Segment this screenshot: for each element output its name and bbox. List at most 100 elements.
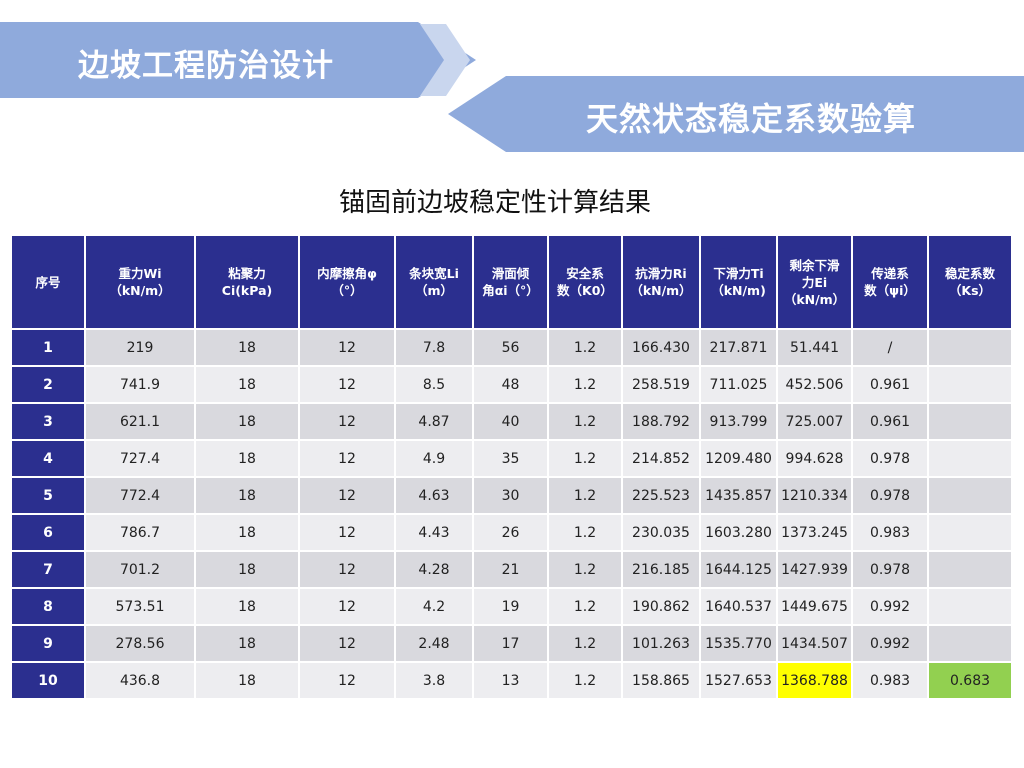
table-cell: 725.007 xyxy=(778,404,853,441)
column-header-line: 传递系 xyxy=(871,266,909,281)
table-cell: 573.51 xyxy=(86,589,196,626)
table-cell: 1.2 xyxy=(549,552,623,589)
table-row: 7 701.2 18 12 4.28 21 1.2 216.185 1644.125 1427.9… xyxy=(12,552,1013,589)
table-cell: 0.983 xyxy=(853,663,929,700)
table-cell: 18 xyxy=(196,626,300,663)
table-cell: 190.862 xyxy=(623,589,701,626)
table-cell xyxy=(929,589,1013,626)
table-cell xyxy=(929,552,1013,589)
table-cell: 12 xyxy=(300,441,396,478)
column-header-line: 粘聚力 xyxy=(228,266,266,281)
column-header-line: 序号 xyxy=(35,274,61,290)
table-row: 1 219 18 12 7.8 56 1.2 166.430 217.871 51.441/ xyxy=(12,330,1013,367)
table-cell: 0.961 xyxy=(853,404,929,441)
table-cell: 217.871 xyxy=(701,330,778,367)
table-cell: 12 xyxy=(300,330,396,367)
table-cell: 0.978 xyxy=(853,552,929,589)
table-cell: 18 xyxy=(196,589,300,626)
table-cell: 56 xyxy=(474,330,549,367)
table-cell: 158.865 xyxy=(623,663,701,700)
column-header-line: 角αi（°） xyxy=(482,283,539,298)
banner-chevron-accent xyxy=(420,24,470,96)
column-header-line: （kN/m) xyxy=(711,283,766,298)
table-cell xyxy=(929,478,1013,515)
column-header-line: 安全系 xyxy=(566,266,604,281)
row-index-cell: 4 xyxy=(12,441,86,478)
table-row: 3 621.1 18 12 4.87 40 1.2 188.792 913.799 725.007… xyxy=(12,404,1013,441)
column-header-line: （kN/m） xyxy=(109,283,171,298)
table-cell: 452.506 xyxy=(778,367,853,404)
table-cell: 219 xyxy=(86,330,196,367)
table-cell: 1.2 xyxy=(549,515,623,552)
table-cell: 101.263 xyxy=(623,626,701,663)
highlighted-remaining-force-cell: 1368.788 xyxy=(778,663,853,700)
table-cell: 12 xyxy=(300,367,396,404)
row-index-cell: 2 xyxy=(12,367,86,404)
row-index-cell: 3 xyxy=(12,404,86,441)
table-cell: 18 xyxy=(196,552,300,589)
table-cell: 1527.653 xyxy=(701,663,778,700)
column-header-line: （°） xyxy=(331,283,363,298)
column-header-line: 抗滑力Ri xyxy=(635,266,687,281)
column-header: 传递系数（ψi） xyxy=(853,236,929,330)
table-cell: 786.7 xyxy=(86,515,196,552)
table-cell: 216.185 xyxy=(623,552,701,589)
table-cell: 4.2 xyxy=(396,589,474,626)
table-cell: 0.992 xyxy=(853,589,929,626)
column-header-line: 力Ei xyxy=(801,274,828,290)
column-header: 下滑力Ti （kN/m) xyxy=(701,236,778,330)
table-cell xyxy=(929,367,1013,404)
table-cell: 772.4 xyxy=(86,478,196,515)
table-cell: 12 xyxy=(300,515,396,552)
table-row: 8 573.51 18 12 4.2 19 1.2 190.862 1640.537 1449.6… xyxy=(12,589,1013,626)
column-header: 内摩擦角φ （°） xyxy=(300,236,396,330)
column-header-line: 下滑力Ti xyxy=(713,266,764,281)
table-cell: 35 xyxy=(474,441,549,478)
column-header: 滑面倾 角αi（°） xyxy=(474,236,549,330)
table-row: 9 278.56 18 12 2.48 17 1.2 101.263 1535.770 1434.… xyxy=(12,626,1013,663)
table-cell: 1.2 xyxy=(549,330,623,367)
table-cell: 12 xyxy=(300,663,396,700)
table-cell: 1434.507 xyxy=(778,626,853,663)
column-header-line: （Ks） xyxy=(948,283,992,298)
table-cell: 12 xyxy=(300,589,396,626)
table-cell: 4.43 xyxy=(396,515,474,552)
column-header-line: 稳定系数 xyxy=(944,266,995,281)
column-header: 重力Wi （kN/m） xyxy=(86,236,196,330)
table-cell: 0.983 xyxy=(853,515,929,552)
column-header: 条块宽Li （m） xyxy=(396,236,474,330)
row-index-cell: 5 xyxy=(12,478,86,515)
table-cell xyxy=(929,404,1013,441)
table-cell: 913.799 xyxy=(701,404,778,441)
row-index-cell: 7 xyxy=(12,552,86,589)
table-cell: 166.430 xyxy=(623,330,701,367)
table-cell: 1.2 xyxy=(549,663,623,700)
table-cell: 21 xyxy=(474,552,549,589)
table-cell: 18 xyxy=(196,478,300,515)
table-cell: 225.523 xyxy=(623,478,701,515)
table-row: 5 772.4 18 12 4.63 30 1.2 225.523 1435.857 1210.3… xyxy=(12,478,1013,515)
table-cell: 2.48 xyxy=(396,626,474,663)
row-index-cell: 9 xyxy=(12,626,86,663)
table-cell: 1209.480 xyxy=(701,441,778,478)
column-header-line: 条块宽Li xyxy=(409,266,459,281)
column-header-line: （kN/m） xyxy=(630,283,692,298)
column-header-line: Ci(kPa) xyxy=(221,283,273,298)
banner-left-title: 边坡工程防治设计 xyxy=(78,48,334,84)
table-cell: 0.978 xyxy=(853,478,929,515)
column-header-line: 内摩擦角φ xyxy=(317,266,377,281)
table-cell xyxy=(929,515,1013,552)
row-index-cell: 6 xyxy=(12,515,86,552)
column-header: 安全系数（K0） xyxy=(549,236,623,330)
table-cell: 18 xyxy=(196,367,300,404)
table-row: 6 786.7 18 12 4.43 26 1.2 230.035 1603.280 1373.2… xyxy=(12,515,1013,552)
table-cell: 12 xyxy=(300,552,396,589)
table-cell: 188.792 xyxy=(623,404,701,441)
table-title: 锚固前边坡稳定性计算结果 xyxy=(338,188,651,218)
column-header-line: 数（K0） xyxy=(557,283,613,298)
table-cell: 214.852 xyxy=(623,441,701,478)
table-cell: 1435.857 xyxy=(701,478,778,515)
table-cell: 18 xyxy=(196,404,300,441)
column-header-line: 数（ψi） xyxy=(864,283,916,298)
table-cell: 1.2 xyxy=(549,626,623,663)
